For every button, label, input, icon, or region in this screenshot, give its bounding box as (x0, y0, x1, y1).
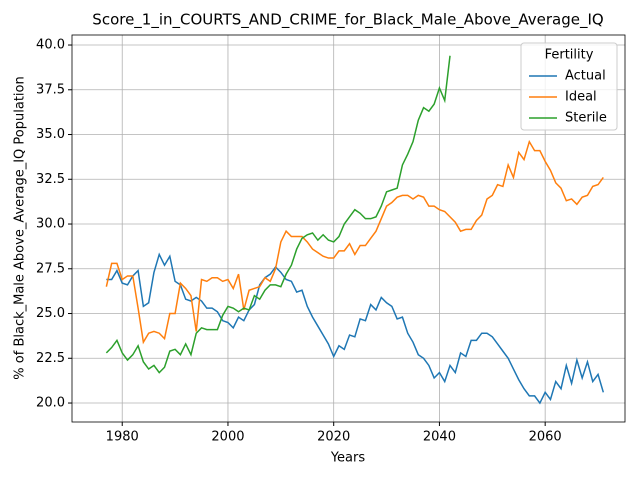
y-tick-label: 25.0 (36, 306, 65, 321)
y-axis-label: % of Black_Male Above_Average_IQ Populat… (13, 76, 28, 379)
legend-box (520, 42, 618, 131)
x-tick-label: 2020 (317, 430, 350, 445)
legend-title: Fertility (545, 48, 594, 63)
plot-frame (71, 34, 626, 423)
y-tick-label: 22.5 (36, 351, 65, 366)
x-axis-label: Years (330, 451, 366, 466)
line-series (106, 252, 605, 405)
chart-title: Score_1_in_COURTS_AND_CRIME_for_Black_Ma… (92, 11, 603, 30)
legend-label: Sterile (565, 111, 607, 126)
x-tick-label: 2060 (529, 430, 562, 445)
x-tick-label: 1980 (106, 430, 139, 445)
x-tick-label: 2040 (423, 430, 456, 445)
y-tick-label: 20.0 (36, 396, 65, 411)
line-series (105, 55, 451, 374)
y-tick-label: 27.5 (36, 261, 65, 276)
line-series (105, 139, 604, 345)
legend: Fertility Actual Ideal Sterile (520, 42, 618, 131)
y-tick-label: 35.0 (36, 127, 65, 142)
y-tick-label: 40.0 (36, 38, 65, 53)
legend-label: Actual (565, 69, 606, 84)
y-tick-label: 37.5 (36, 82, 65, 97)
x-tick-label: 2000 (211, 430, 244, 445)
y-tick-label: 30.0 (36, 217, 65, 232)
y-tick-label: 32.5 (36, 172, 65, 187)
legend-label: Ideal (565, 90, 597, 105)
